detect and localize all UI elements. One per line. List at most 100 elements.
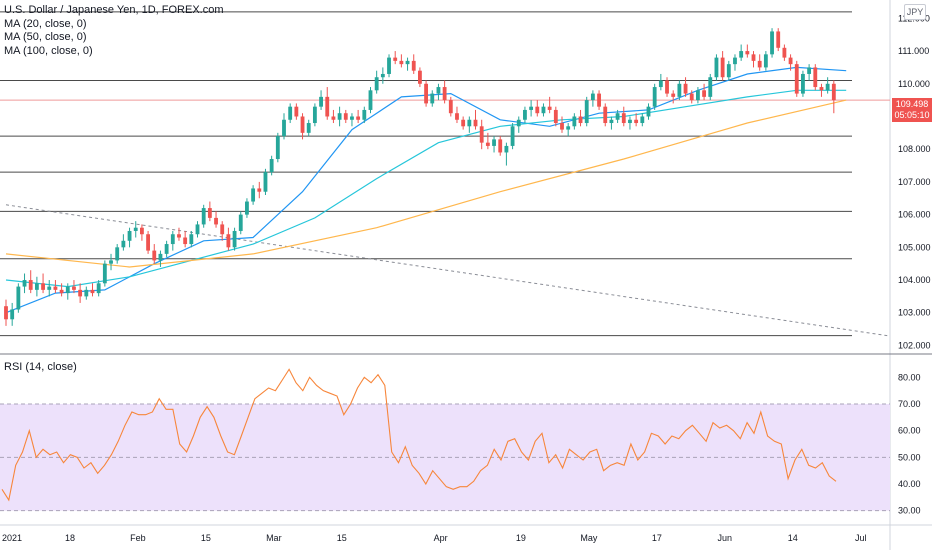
- candle-body: [794, 64, 799, 94]
- candle-body: [566, 126, 571, 130]
- candle-body: [689, 93, 694, 101]
- candle-body: [720, 57, 725, 78]
- candle-body: [96, 283, 101, 294]
- candle-body: [461, 119, 466, 127]
- bar-countdown: 05:05:10: [894, 110, 930, 120]
- candle-body: [504, 145, 509, 153]
- candle-body: [177, 234, 181, 238]
- price-tick-label: 111.000: [898, 46, 929, 56]
- candle-body: [72, 286, 76, 290]
- price-tick-label: 106.000: [898, 210, 931, 220]
- candle-body: [621, 113, 626, 124]
- candle-body: [634, 119, 639, 124]
- candle-body: [831, 83, 836, 101]
- time-tick-label: Mar: [266, 533, 282, 543]
- candle-body: [399, 60, 404, 65]
- candle-body: [658, 80, 663, 88]
- candle-body: [751, 54, 756, 61]
- candle-body: [498, 139, 503, 153]
- candle-body: [245, 201, 249, 215]
- candle-body: [733, 57, 737, 65]
- candle-body: [53, 286, 58, 290]
- ma20-legend[interactable]: MA (20, close, 0): [4, 17, 87, 30]
- candle-body: [473, 119, 478, 127]
- candle-body: [387, 57, 391, 74]
- time-tick-label: 19: [516, 533, 526, 543]
- candle-body: [16, 286, 21, 310]
- candle-body: [356, 116, 361, 120]
- time-tick-label: 17: [652, 533, 662, 543]
- rsi-legend[interactable]: RSI (14, close): [4, 361, 77, 373]
- candle-body: [28, 280, 33, 290]
- candle-body: [146, 234, 151, 251]
- candle-body: [331, 116, 336, 120]
- last-price: 109.498: [895, 99, 929, 109]
- price-tick-label: 105.000: [898, 242, 931, 252]
- candle-body: [782, 47, 787, 58]
- candle-body: [41, 283, 45, 290]
- candle-body: [238, 214, 243, 231]
- candle-body: [430, 93, 435, 104]
- candle-body: [65, 286, 70, 294]
- candle-body: [325, 96, 330, 117]
- currency-badge[interactable]: JPY: [904, 4, 926, 20]
- candle-body: [263, 172, 268, 192]
- candle-body: [646, 106, 651, 117]
- candle-body: [300, 116, 305, 133]
- candle-body: [4, 306, 8, 320]
- candle-body: [597, 93, 601, 107]
- time-tick-label: Jun: [718, 533, 733, 543]
- chart-title: U.S. Dollar / Japanese Yen, 1D, FOREX.co…: [4, 4, 224, 16]
- candle-body: [516, 119, 521, 127]
- candle-body: [59, 289, 64, 294]
- candle-body: [448, 100, 453, 114]
- candle-body: [455, 113, 459, 120]
- candle-body: [572, 116, 577, 127]
- candle-body: [133, 227, 138, 231]
- candle-body: [84, 289, 89, 297]
- price-tick-label: 110.000: [898, 79, 930, 89]
- candle-body: [380, 73, 385, 78]
- candle-body: [34, 283, 39, 290]
- time-tick-label: 15: [337, 533, 347, 543]
- dashed-trendline: [5, 204, 888, 337]
- candle-body: [306, 123, 311, 133]
- candle-body: [763, 54, 768, 68]
- candle-body: [479, 126, 484, 143]
- candle-body: [492, 139, 496, 146]
- candle-body: [683, 83, 688, 94]
- candle-body: [417, 70, 422, 84]
- candle-body: [294, 106, 299, 117]
- candle-body: [807, 67, 812, 74]
- candle-body: [628, 119, 632, 124]
- candle-body: [226, 234, 231, 248]
- candle-body: [825, 83, 830, 91]
- price-tick-label: 104.000: [898, 275, 931, 285]
- candle-body: [312, 106, 317, 124]
- candle-body: [523, 109, 527, 120]
- candle-body: [251, 188, 256, 202]
- time-tick-label: 2021: [2, 533, 22, 543]
- price-tick-label: 102.000: [898, 340, 931, 350]
- candle-body: [368, 90, 373, 110]
- candle-body: [269, 159, 274, 173]
- time-tick-label: May: [580, 533, 598, 543]
- candle-body: [195, 224, 200, 235]
- candle-body: [10, 309, 15, 320]
- candle-body: [127, 230, 132, 241]
- candle-body: [714, 57, 719, 78]
- candle-body: [529, 106, 534, 110]
- candle-body: [745, 51, 750, 55]
- price-tick-label: 103.000: [898, 308, 931, 318]
- candle-body: [813, 67, 818, 88]
- candle-body: [22, 280, 27, 287]
- candle-body: [726, 64, 731, 78]
- ma-line-3: [5, 99, 847, 268]
- candle-body: [590, 93, 595, 101]
- candle-body: [405, 60, 410, 65]
- ma50-legend[interactable]: MA (50, close, 0): [4, 31, 87, 43]
- ma100-legend[interactable]: MA (100, close, 0): [4, 44, 93, 57]
- candle-body: [677, 83, 682, 97]
